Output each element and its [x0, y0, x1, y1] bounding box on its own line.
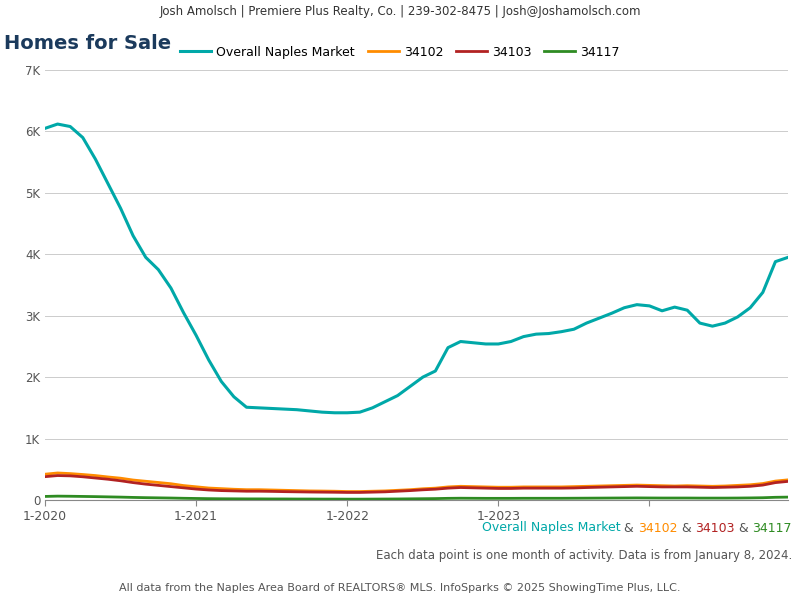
Text: &: &	[620, 521, 638, 535]
Text: 34102: 34102	[638, 521, 678, 535]
Text: All data from the Naples Area Board of REALTORS® MLS. InfoSparks © 2025 ShowingT: All data from the Naples Area Board of R…	[119, 583, 681, 593]
Text: Overall Naples Market: Overall Naples Market	[482, 521, 620, 535]
Text: 34103: 34103	[695, 521, 734, 535]
Text: Josh Amolsch | Premiere Plus Realty, Co. | 239-302-8475 | Josh@Joshamolsch.com: Josh Amolsch | Premiere Plus Realty, Co.…	[159, 4, 641, 17]
Text: Each data point is one month of activity. Data is from January 8, 2024.: Each data point is one month of activity…	[376, 548, 792, 562]
Text: &: &	[678, 521, 695, 535]
Text: 34117: 34117	[753, 521, 792, 535]
Legend: Overall Naples Market, 34102, 34103, 34117: Overall Naples Market, 34102, 34103, 341…	[175, 41, 625, 64]
Text: Homes for Sale: Homes for Sale	[4, 34, 171, 53]
Text: &: &	[734, 521, 753, 535]
